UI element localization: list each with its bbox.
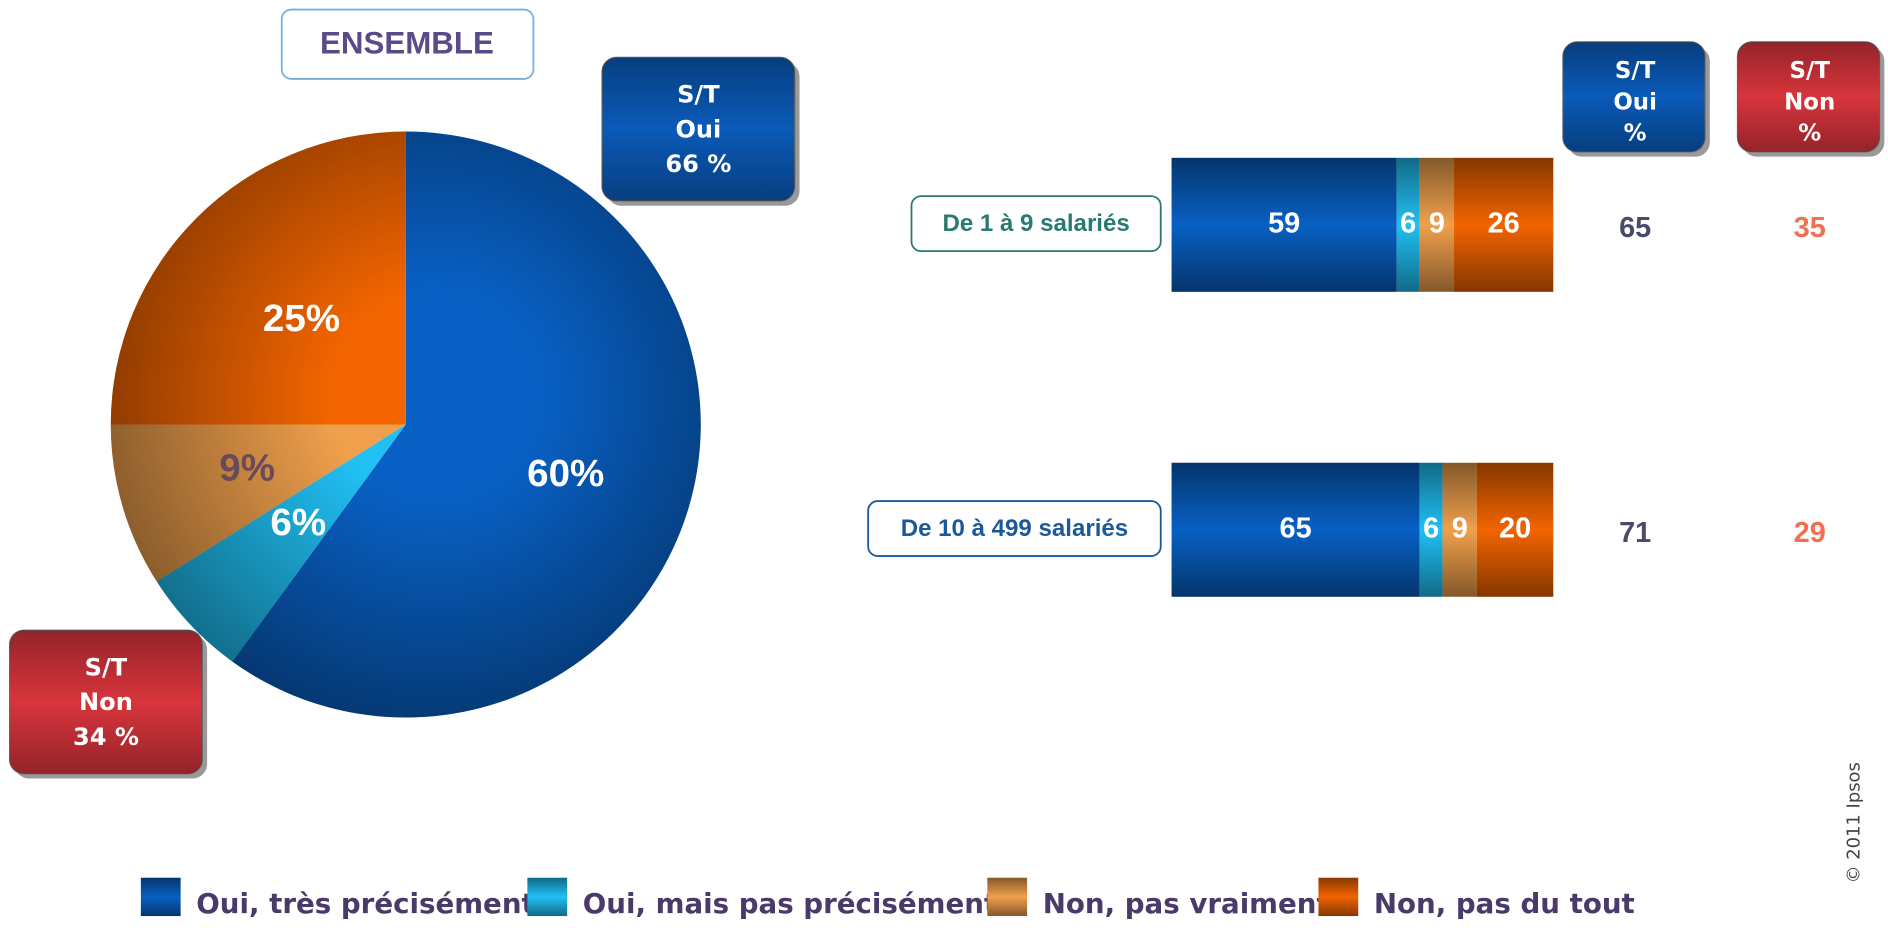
legend-swatch-shade	[527, 877, 568, 917]
legend-swatch-shade	[140, 877, 181, 917]
summary-box-shade	[9, 630, 203, 774]
column-value: 65	[1619, 212, 1651, 244]
legend-label: Non, pas du tout	[1374, 887, 1635, 920]
bar-shade	[1419, 157, 1455, 292]
bar-label: 59	[1268, 207, 1300, 239]
legend-swatch-shade	[1318, 877, 1359, 917]
summary-value: 66 %	[665, 150, 731, 178]
category-box	[867, 500, 1162, 557]
footer: © 2011 Ipsos	[1843, 762, 1864, 883]
bar-shade	[1454, 157, 1554, 292]
title-box	[280, 8, 535, 80]
summary-label: Oui	[675, 115, 721, 143]
summary-box-shade	[602, 57, 795, 201]
bar-shade	[1171, 157, 1397, 292]
bar-shade	[1419, 462, 1443, 597]
bar-label: 65	[1280, 512, 1312, 544]
pie-label: 9%	[219, 447, 275, 490]
column-header: S/T	[1790, 58, 1831, 84]
pie-label: 25%	[263, 297, 340, 340]
pie-label: 6%	[270, 501, 326, 544]
bar-shade	[1171, 462, 1420, 597]
bar-shade	[1476, 462, 1554, 597]
column-header: Non	[1784, 89, 1835, 115]
pie-shade	[110, 131, 701, 718]
summary-label: Non	[79, 688, 133, 716]
column-header: %	[1798, 120, 1821, 146]
bar-label: 9	[1429, 207, 1445, 239]
bar-label: 26	[1488, 207, 1520, 239]
bar-shade	[1396, 157, 1420, 292]
column-header: S/T	[1615, 58, 1656, 84]
bar-label: 20	[1499, 512, 1531, 544]
legend-label: Oui, mais pas précisément	[583, 887, 997, 920]
column-value: 35	[1794, 212, 1826, 244]
summary-label: S/T	[677, 81, 720, 109]
bar-label: 9	[1452, 512, 1468, 544]
bar-label: 6	[1423, 512, 1439, 544]
category-label: De 1 à 9 salariés	[942, 210, 1129, 237]
summary-value: 34 %	[73, 723, 139, 751]
column-header: Oui	[1613, 89, 1657, 115]
category-box	[910, 195, 1162, 253]
column-value: 71	[1619, 517, 1651, 549]
legend-swatch-shade	[987, 877, 1028, 917]
category-label: De 10 à 499 salariés	[901, 515, 1128, 542]
bar-shade	[1442, 462, 1477, 597]
column-header-box-shade	[1737, 41, 1880, 152]
chart-title: ENSEMBLE	[320, 26, 494, 61]
legend-label: Oui, très précisément	[196, 887, 534, 920]
pie-label: 60%	[527, 452, 604, 495]
summary-label: S/T	[85, 654, 128, 682]
column-header: %	[1624, 120, 1647, 146]
legend-label: Non, pas vraiment	[1043, 887, 1330, 920]
bar-label: 6	[1400, 207, 1416, 239]
column-value: 29	[1794, 517, 1826, 549]
column-header-box-shade	[1562, 41, 1705, 152]
